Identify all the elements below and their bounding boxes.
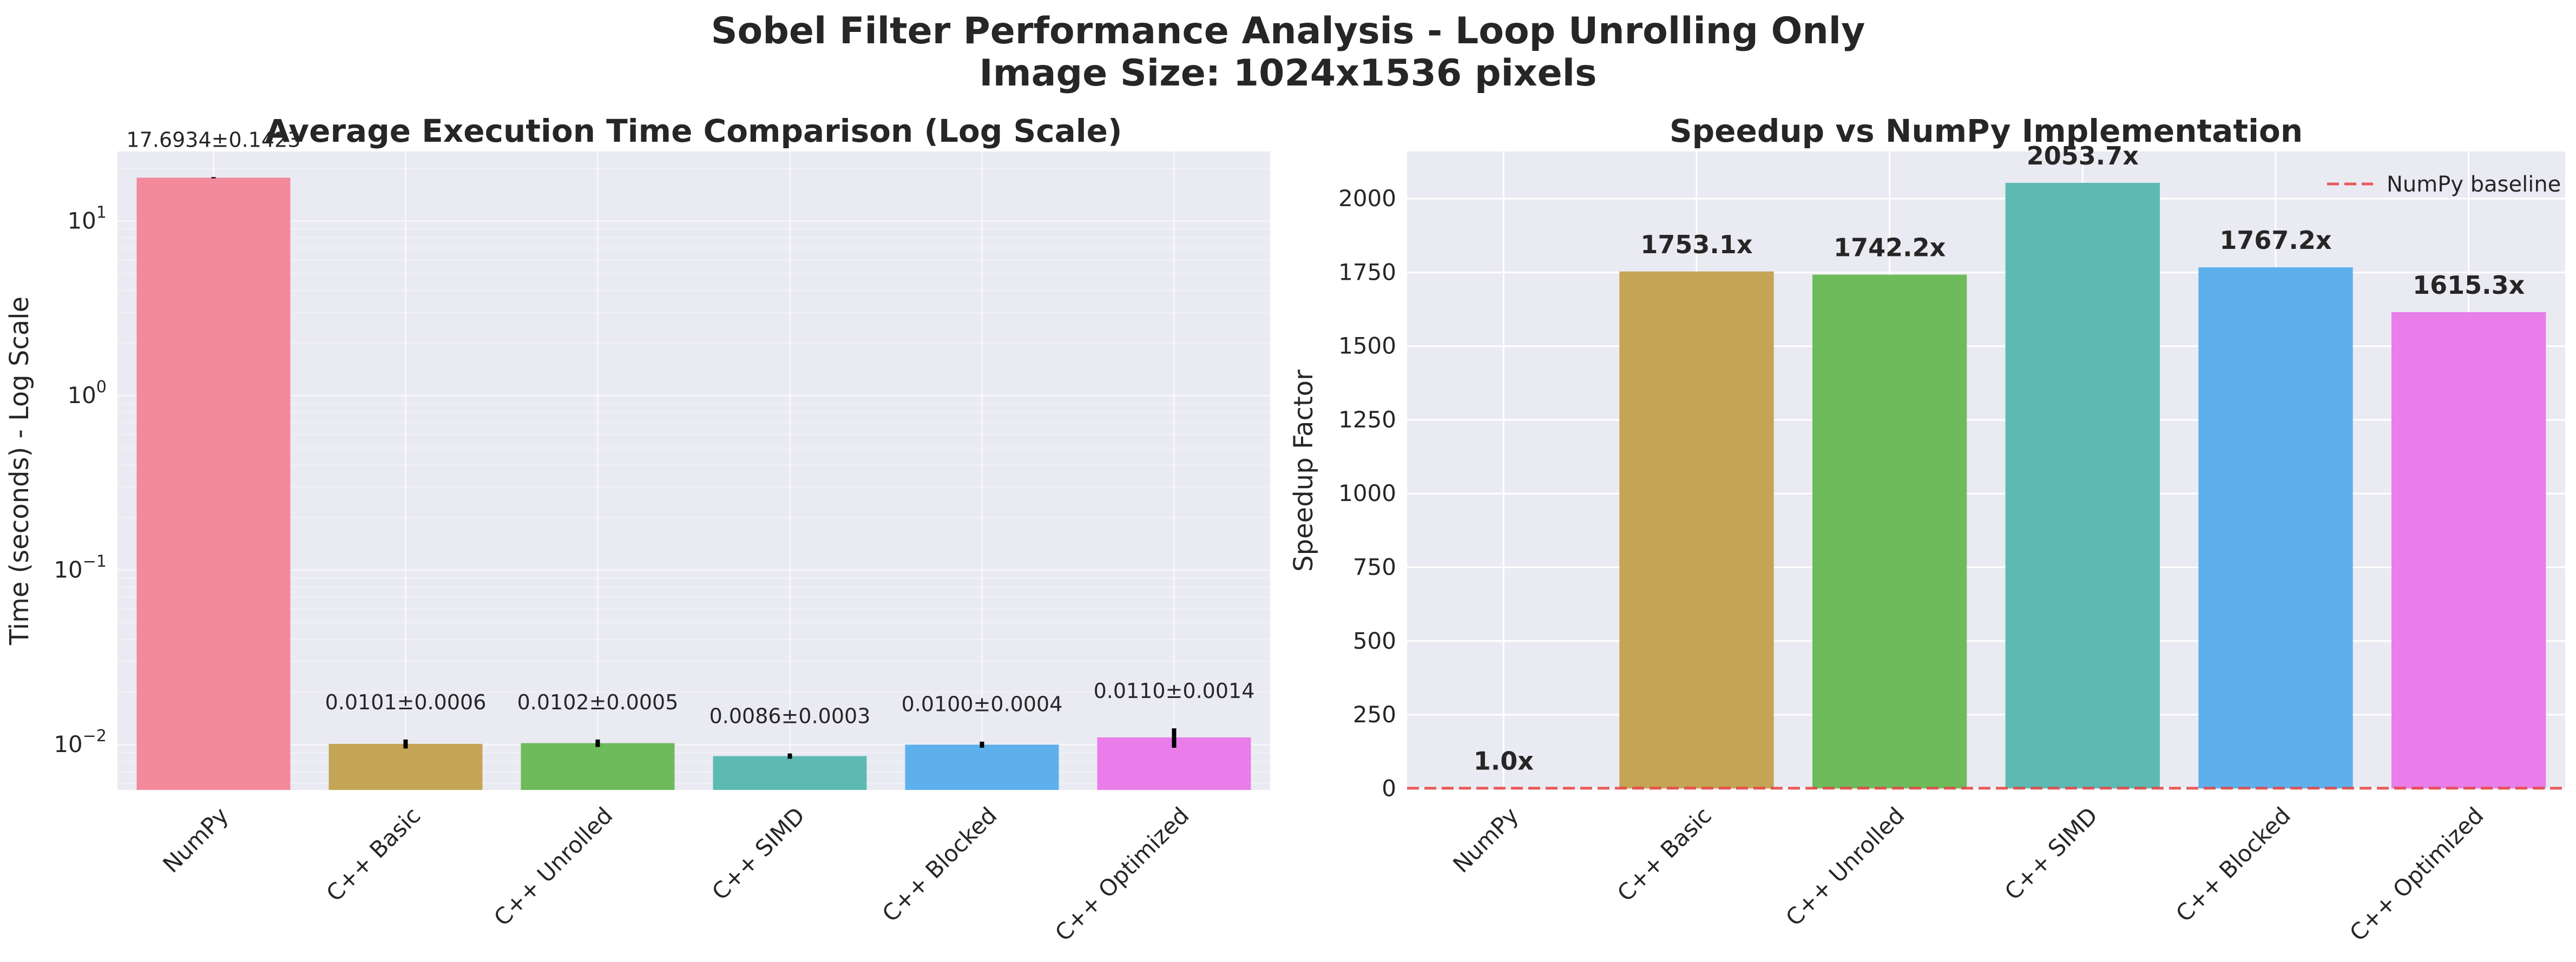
x-tick-label: NumPy [1448,802,1523,878]
x-tick-label: C++ Optimized [1050,802,1194,946]
plot-area [117,151,1270,790]
y-tick-exponent: −1 [83,552,107,571]
y-tick-label: 1250 [1338,406,1396,433]
bar-c-blocked [905,744,1059,790]
bar-c-basic [328,743,483,790]
bar-value-label: 0.0100±0.0004 [902,693,1063,716]
bar-c-optimized [2391,312,2546,789]
legend-label: NumPy baseline [2387,172,2561,197]
bar-value-label: 0.0086±0.0003 [709,704,871,728]
y-tick-label: 250 [1353,701,1396,728]
y-tick-exponent: 1 [96,203,107,222]
y-tick-label: 2000 [1338,185,1396,212]
bar-c-simd [713,756,867,790]
bar-value-label: 0.0110±0.0014 [1094,679,1255,703]
bar-value-label: 0.0101±0.0006 [325,690,487,714]
x-tick-label: C++ Optimized [2344,802,2489,946]
speedup-chart: 1.0x 1753.1x 1742.2x 2053.7x 1767.2x 1615.3x 0… [1289,113,2565,946]
y-axis-label: Time (seconds) - Log Scale [4,296,35,645]
time-chart: 17.6934±0.1423 0.0101±0.0006 0.0102±0.0005… [4,113,1270,946]
x-tick-label: C++ Blocked [2171,802,2296,927]
y-tick-label: 101 [67,203,107,234]
y-tick-base: 10 [67,207,96,234]
bar-value-label: 2053.7x [2027,141,2139,170]
y-tick-base: 10 [54,557,82,583]
y-tick-label: 750 [1353,554,1396,580]
x-tick-label: C++ Basic [321,802,425,906]
suptitle-line1: Sobel Filter Performance Analysis - Loop… [711,10,1865,52]
bar-value-label: 1753.1x [1640,230,1752,259]
bar-value-label: 17.6934±0.1423 [127,128,301,151]
y-tick-base: 10 [67,382,96,408]
bar-value-label: 1742.2x [1834,233,1946,262]
y-tick-label: 10−2 [54,727,107,757]
bar-c-unrolled [521,743,675,790]
bar-c-unrolled [1812,274,1967,789]
bar-numpy [136,177,291,790]
bar-c-simd [2005,182,2160,789]
x-tick-label: C++ SIMD [2000,802,2103,905]
y-tick-label: 500 [1353,628,1396,654]
y-tick-exponent: 0 [96,378,107,397]
x-tick-label: C++ Unrolled [1780,802,1910,931]
plot-area [1407,151,2565,790]
y-tick-base: 10 [54,731,82,757]
axis-title: Speedup vs NumPy Implementation [1670,113,2303,149]
bar-value-label: 0.0102±0.0005 [517,690,679,714]
bar-value-label: 1615.3x [2413,271,2525,300]
y-tick-label: 100 [67,378,107,408]
suptitle-line2: Image Size: 1024x1536 pixels [979,52,1596,95]
y-tick-label: 1000 [1338,480,1396,506]
x-tick-label: C++ Blocked [877,802,1002,927]
y-axis-label: Speedup Factor [1289,370,1319,572]
axis-title: Average Execution Time Comparison (Log S… [265,113,1122,149]
y-tick-label: 10−1 [54,552,107,583]
y-tick-exponent: −2 [83,727,107,746]
x-tick-label: C++ Unrolled [489,802,618,931]
x-tick-label: C++ Basic [1612,802,1717,906]
bar-c-blocked [2198,267,2353,789]
bar-c-basic [1619,271,1774,789]
bar-value-label: 1.0x [1474,747,1534,776]
bar-value-label: 1767.2x [2219,226,2331,255]
y-tick-label: 1750 [1338,259,1396,285]
x-tick-label: C++ SIMD [707,802,810,905]
y-tick-label: 1500 [1338,333,1396,359]
x-tick-label: NumPy [157,802,233,878]
y-tick-label: 0 [1382,775,1396,801]
